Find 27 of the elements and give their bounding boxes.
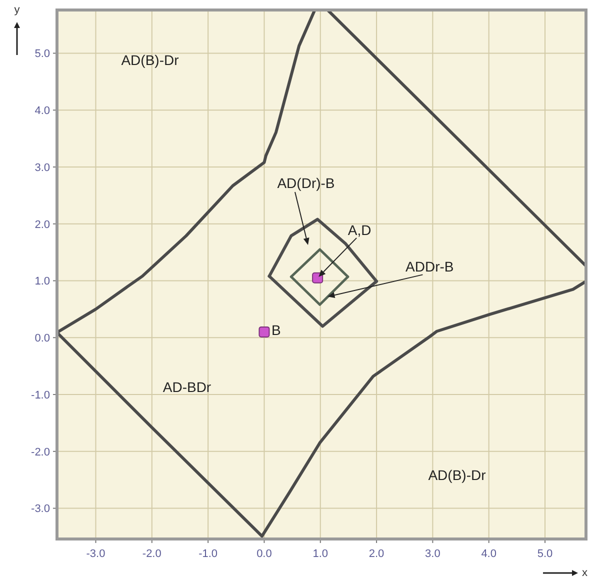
y-tick-label: 0.0: [34, 332, 50, 345]
x-tick-label: 4.0: [481, 548, 496, 560]
y-tick-label: 5.0: [34, 48, 50, 60]
x-tick-label: 5.0: [537, 548, 553, 560]
x-tick-label: -1.0: [198, 548, 218, 560]
y-tick-label: 3.0: [34, 162, 50, 174]
x-tick-label: 0.0: [256, 548, 272, 560]
annotation: ADDr-B: [406, 258, 454, 275]
y-tick-label: 1.0: [34, 276, 50, 288]
annotation: AD(B)-Dr: [121, 52, 180, 68]
y-tick-label: -1.0: [31, 389, 50, 402]
y-tick-label: -2.0: [31, 446, 50, 458]
annotation: AD(B)-Dr: [428, 467, 486, 483]
annotation: B: [272, 322, 281, 338]
y-tick-label: 2.0: [34, 218, 50, 231]
x-axis-title: x: [582, 567, 588, 579]
x-tick-label: -3.0: [86, 548, 106, 560]
annotation: AD-BDr: [162, 379, 212, 395]
y-tick-label: 4.0: [34, 105, 50, 118]
y-tick-label: -3.0: [31, 503, 50, 516]
x-tick-label: 2.0: [368, 548, 384, 560]
x-tick-label: 3.0: [425, 548, 440, 560]
x-tick-label: 1.0: [312, 548, 328, 560]
annotation: A,D: [348, 222, 372, 238]
annotation: AD(Dr)-B: [277, 175, 335, 191]
x-tick-label: -2.0: [142, 548, 162, 560]
y-axis-title: y: [14, 4, 20, 16]
